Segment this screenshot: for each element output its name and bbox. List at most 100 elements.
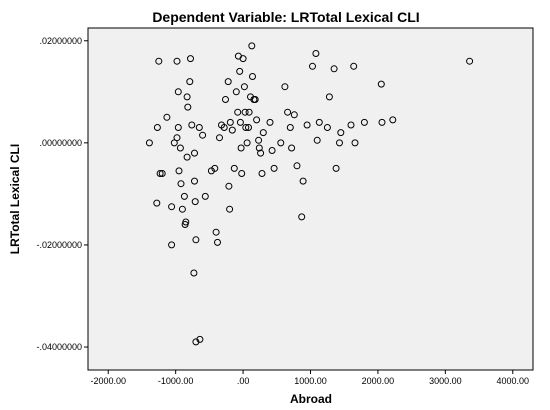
data-point-72 [255, 144, 263, 152]
data-point-74 [258, 170, 266, 177]
data-point-97 [336, 139, 343, 147]
x-tick-label: .00 [237, 376, 250, 386]
data-point-82 [286, 124, 294, 131]
data-point-22 [183, 93, 191, 101]
data-point-78 [270, 164, 278, 172]
data-point-44 [222, 96, 229, 103]
data-point-62 [243, 139, 251, 147]
y-axis-ticks: .02000000 .00000000 -.02000000 -.04000000 [36, 36, 88, 352]
x-tick-label: 4000.00 [496, 376, 529, 386]
data-point-75 [259, 129, 267, 137]
data-point-48 [226, 118, 234, 126]
data-point-94 [325, 93, 333, 101]
data-point-92 [315, 118, 323, 126]
data-point-81 [284, 108, 292, 116]
x-tick-label: 3000.00 [429, 376, 462, 386]
data-point-46 [225, 182, 233, 190]
data-point-87 [299, 177, 307, 185]
data-point-89 [309, 62, 316, 70]
y-tick-label: -.04000000 [36, 342, 82, 352]
data-point-73 [257, 149, 265, 157]
data-point-54 [236, 67, 244, 75]
data-point-8 [168, 203, 176, 211]
data-point-14 [176, 144, 184, 152]
data-point-7 [168, 241, 176, 249]
data-point-84 [290, 111, 298, 119]
data-point-20 [183, 153, 191, 161]
data-point-39 [212, 228, 220, 236]
data-point-103 [377, 80, 385, 88]
data-point-90 [312, 50, 320, 57]
y-axis-label: LRTotal Lexical CLI [8, 144, 22, 254]
data-point-13 [173, 134, 181, 142]
data-point-6 [158, 170, 166, 177]
x-tick-label: -1000.00 [158, 376, 194, 386]
y-tick-label: .00000000 [39, 138, 82, 148]
data-point-24 [188, 121, 196, 129]
data-point-41 [216, 134, 223, 142]
data-point-1 [153, 124, 161, 131]
data-point-29 [191, 198, 199, 206]
chart-title: Dependent Variable: LRTotal Lexical CLI [152, 9, 419, 25]
data-point-26 [186, 78, 194, 86]
data-point-85 [293, 162, 301, 170]
data-point-100 [350, 62, 358, 70]
x-tick-label: 2000.00 [362, 376, 395, 386]
data-point-50 [230, 164, 238, 172]
data-point-3 [156, 170, 164, 177]
x-tick-label: -2000.00 [90, 376, 126, 386]
data-point-36 [201, 192, 209, 200]
data-point-95 [330, 65, 338, 73]
data-point-18 [180, 192, 188, 200]
data-point-71 [255, 136, 263, 144]
data-point-99 [347, 121, 355, 129]
data-point-23 [184, 103, 192, 111]
data-point-38 [211, 164, 219, 172]
y-tick-label: -.02000000 [36, 240, 82, 250]
data-point-98 [337, 129, 345, 137]
data-point-34 [195, 124, 203, 131]
data-point-60 [241, 108, 249, 116]
x-axis-label: Abroad [290, 392, 332, 406]
data-point-67 [249, 73, 256, 80]
data-point-69 [251, 96, 259, 103]
data-point-52 [234, 108, 242, 116]
data-point-11 [174, 88, 182, 96]
data-point-4 [163, 113, 171, 121]
data-point-15 [175, 167, 183, 175]
data-point-64 [245, 108, 253, 116]
data-point-33 [196, 335, 204, 343]
data-point-77 [268, 147, 276, 154]
y-tick-label: .02000000 [39, 36, 82, 46]
data-point-21 [182, 218, 190, 226]
data-point-51 [232, 88, 240, 96]
data-point-93 [323, 124, 331, 131]
data-point-58 [239, 55, 247, 63]
data-points [145, 42, 474, 346]
data-point-66 [248, 42, 256, 50]
data-point-0 [155, 57, 163, 65]
data-point-12 [174, 124, 182, 131]
data-point-70 [253, 116, 261, 124]
data-point-76 [266, 118, 274, 126]
data-point-80 [281, 83, 289, 91]
data-point-56 [237, 144, 245, 152]
data-point-91 [313, 136, 321, 144]
data-point-2 [145, 139, 153, 147]
data-point-55 [236, 118, 244, 126]
data-point-96 [332, 164, 340, 172]
data-point-79 [277, 139, 285, 147]
data-point-102 [360, 118, 368, 126]
data-point-106 [466, 57, 474, 65]
data-point-63 [245, 124, 252, 131]
data-point-40 [214, 238, 221, 246]
data-point-10 [173, 57, 181, 65]
data-point-83 [288, 144, 296, 152]
data-point-105 [389, 116, 397, 124]
data-point-28 [191, 177, 198, 185]
data-point-57 [238, 170, 246, 177]
data-point-86 [298, 213, 306, 221]
data-point-31 [190, 269, 198, 277]
data-point-27 [191, 149, 198, 157]
